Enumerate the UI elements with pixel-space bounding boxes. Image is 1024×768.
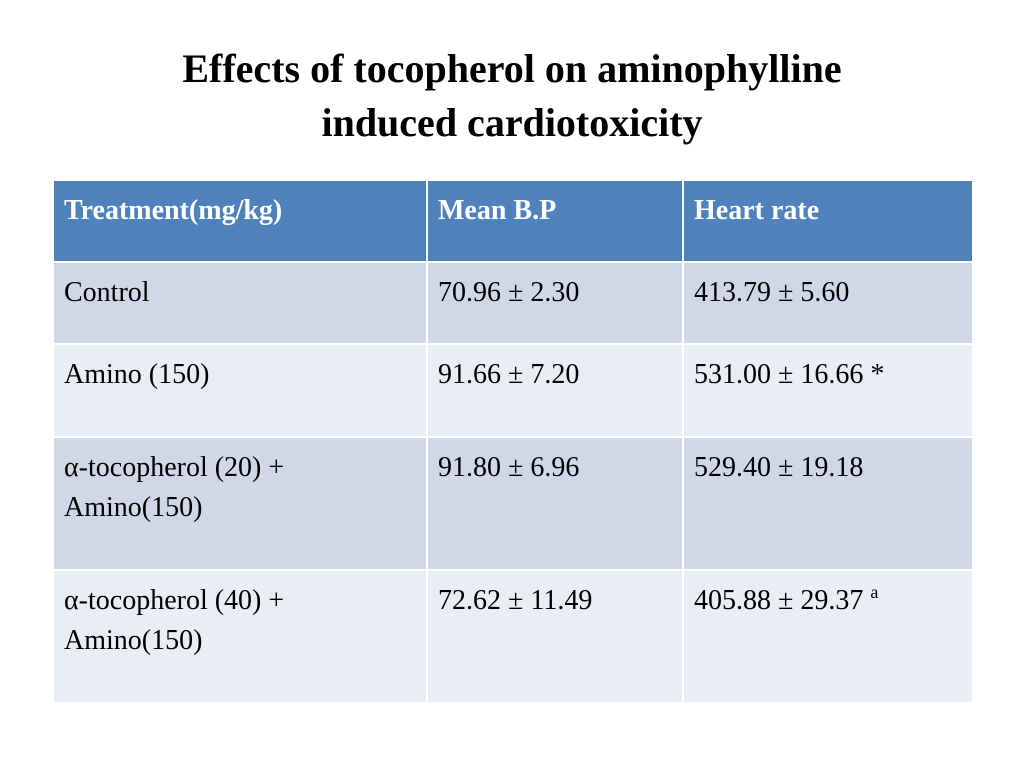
treatment-line-1: α-tocopherol (20) + bbox=[64, 452, 285, 483]
treatment-cell: α-tocopherol (20) + Amino(150) bbox=[52, 436, 428, 571]
header-heart-rate: Heart rate bbox=[682, 179, 974, 263]
mean-bp-cell: 70.96 ± 2.30 bbox=[426, 261, 684, 345]
significance-marker: a bbox=[870, 582, 879, 602]
header-mean-bp: Mean B.P bbox=[426, 179, 684, 263]
treatment-cell: Control bbox=[52, 261, 428, 345]
heart-rate-cell: 405.88 ± 29.37 a bbox=[682, 569, 974, 704]
treatment-cell: Amino (150) bbox=[52, 343, 428, 438]
treatment-line-1: α-tocopherol (40) + bbox=[64, 585, 285, 616]
heart-rate-cell: 531.00 ± 16.66 * bbox=[682, 343, 974, 438]
table-header-row: Treatment(mg/kg) Mean B.P Heart rate bbox=[52, 179, 974, 263]
table-row: Control 70.96 ± 2.30 413.79 ± 5.60 bbox=[52, 261, 974, 345]
table-row: α-tocopherol (40) + Amino(150) 72.62 ± 1… bbox=[52, 569, 974, 704]
title-line-2: induced cardiotoxicity bbox=[321, 100, 703, 145]
treatment-cell: α-tocopherol (40) + Amino(150) bbox=[52, 569, 428, 704]
mean-bp-cell: 91.66 ± 7.20 bbox=[426, 343, 684, 438]
mean-bp-cell: 91.80 ± 6.96 bbox=[426, 436, 684, 571]
mean-bp-cell: 72.62 ± 11.49 bbox=[426, 569, 684, 704]
heart-rate-value: 405.88 ± 29.37 bbox=[694, 585, 864, 616]
table-row: Amino (150) 91.66 ± 7.20 531.00 ± 16.66 … bbox=[52, 343, 974, 438]
header-treatment: Treatment(mg/kg) bbox=[52, 179, 428, 263]
results-table: Treatment(mg/kg) Mean B.P Heart rate Con… bbox=[52, 179, 974, 704]
treatment-line-2: Amino(150) bbox=[64, 492, 203, 523]
title-line-1: Effects of tocopherol on aminophylline bbox=[182, 46, 842, 91]
heart-rate-cell: 413.79 ± 5.60 bbox=[682, 261, 974, 345]
heart-rate-cell: 529.40 ± 19.18 bbox=[682, 436, 974, 571]
slide-title: Effects of tocopherol on aminophylline i… bbox=[0, 42, 1024, 150]
table-row: α-tocopherol (20) + Amino(150) 91.80 ± 6… bbox=[52, 436, 974, 571]
treatment-line-2: Amino(150) bbox=[64, 625, 203, 656]
treatment-line-1: Control bbox=[64, 277, 150, 308]
treatment-line-1: Amino (150) bbox=[64, 359, 210, 390]
